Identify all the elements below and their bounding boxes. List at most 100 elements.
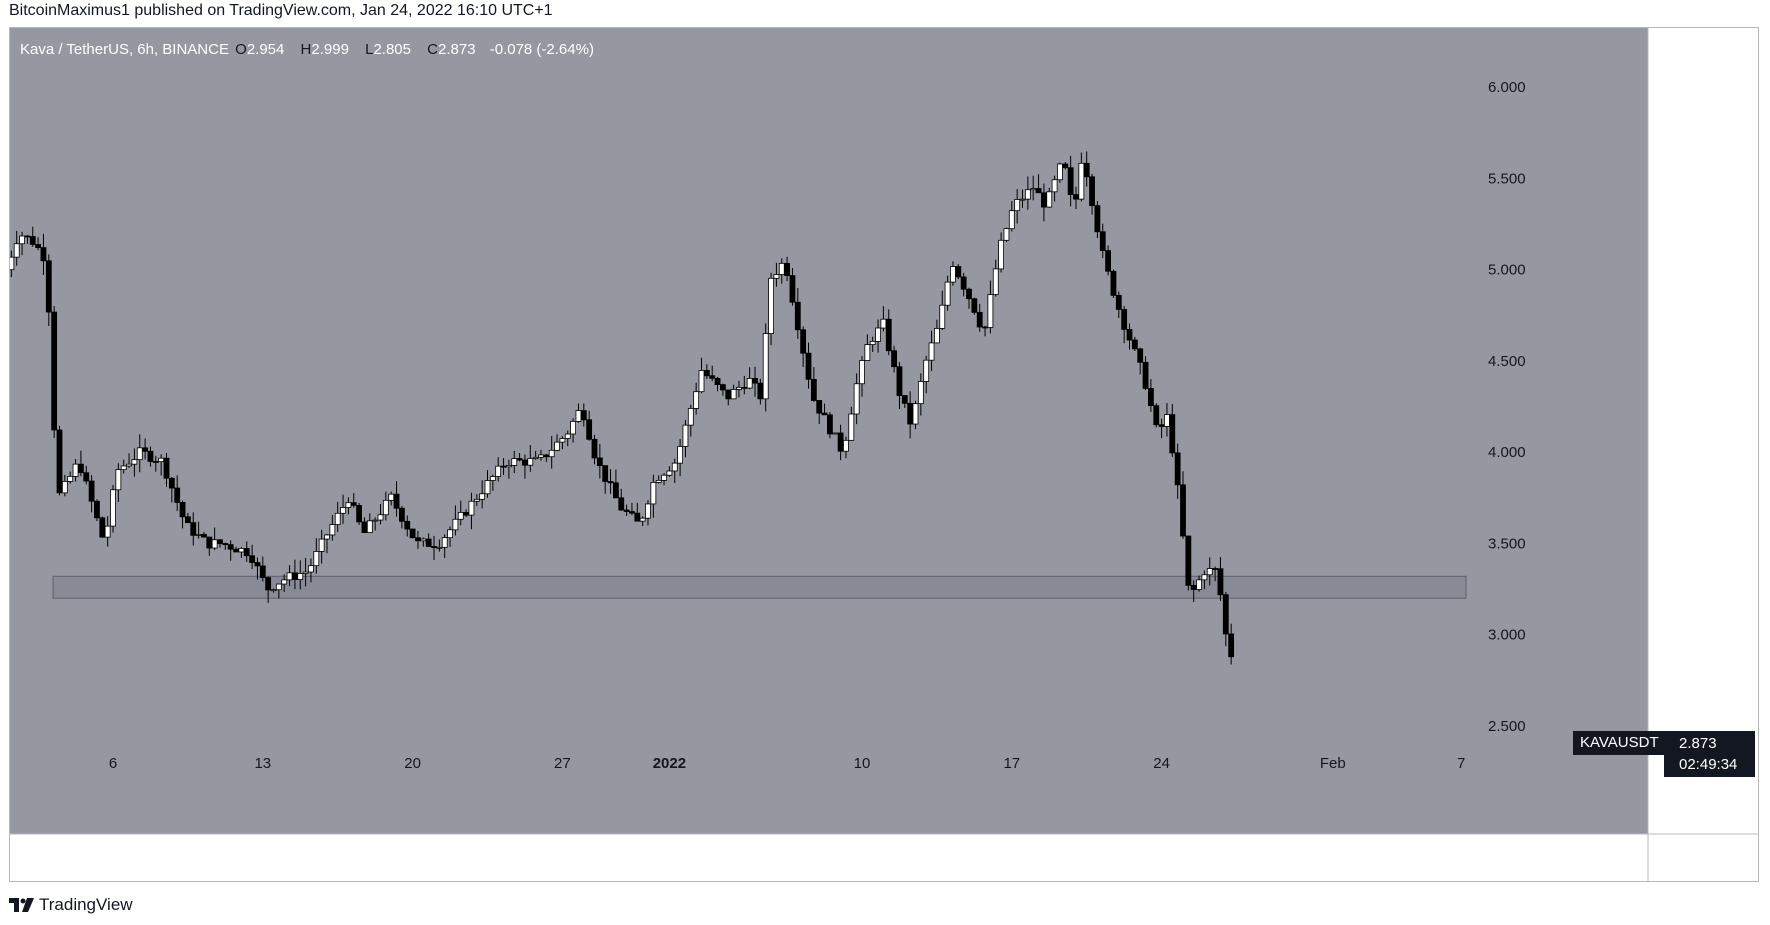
candle-up (687, 408, 694, 426)
candle-up (998, 239, 1004, 270)
candle-up (1206, 568, 1213, 576)
candle-down (580, 410, 587, 421)
candle-up (238, 547, 245, 553)
candle-up (126, 463, 132, 467)
candle-up (736, 386, 742, 390)
legend-symbol: Kava / TetherUS, 6h, BINANCE (20, 41, 229, 58)
candle-down (1212, 568, 1218, 570)
candle-up (832, 432, 839, 435)
candle-down (99, 517, 106, 538)
support-zone[interactable] (52, 575, 1467, 599)
x-tick-label: 7 (1457, 755, 1465, 772)
candle-down (40, 247, 47, 262)
candle-down (810, 378, 817, 401)
candle-up (436, 546, 443, 549)
candle-up (270, 589, 277, 592)
candle-up (661, 474, 667, 481)
candle-up (1078, 162, 1085, 200)
candle-up (538, 454, 544, 458)
candle-down (1185, 535, 1192, 586)
candle-down (709, 375, 716, 379)
candle-down (789, 275, 796, 303)
bar-countdown: 02:49:34 (1679, 756, 1738, 773)
candle-down (254, 562, 261, 567)
legend-open-label: O (235, 41, 247, 58)
candle-up (859, 360, 865, 385)
candle-up (880, 318, 887, 329)
candle-down (720, 384, 726, 391)
candle-down (1137, 348, 1144, 363)
candle-up (1008, 210, 1015, 230)
candle-down (634, 512, 641, 522)
candle-down (425, 538, 432, 547)
candle-up (1051, 179, 1058, 193)
symbol-label: KAVAUSDT (1573, 731, 1666, 755)
candle-up (655, 479, 662, 483)
candle-up (950, 266, 956, 283)
candle-up (302, 571, 309, 574)
tradingview-logo[interactable]: TradingView (9, 895, 133, 915)
candlestick-chart[interactable]: 2.500 3.000 3.500 4.000 4.500 5.000 5.500 6.000… (10, 28, 1758, 881)
candle-up (682, 424, 689, 447)
candle-down (1153, 405, 1160, 426)
candle-down (249, 555, 256, 563)
candle-down (602, 465, 609, 482)
candle-up (869, 341, 876, 345)
candle-down (1169, 414, 1176, 454)
candle-down (800, 329, 807, 354)
candle-down (1142, 361, 1149, 389)
candle-down (243, 547, 250, 557)
x-tick-label: 27 (554, 755, 571, 772)
candle-down (1121, 309, 1128, 330)
candle-up (468, 500, 475, 516)
candle-down (431, 546, 437, 548)
candle-up (666, 470, 673, 476)
y-tick-label: 5.500 (1488, 170, 1526, 187)
legend-open-value: 2.954 (246, 41, 285, 58)
x-tick-label: Feb (1320, 755, 1346, 772)
candle-up (768, 277, 774, 334)
candle-down (752, 378, 758, 384)
candle-up (1019, 198, 1026, 201)
candle-down (398, 507, 405, 522)
candle-up (650, 482, 657, 505)
candle-down (784, 262, 790, 276)
y-tick-label: 4.000 (1488, 444, 1526, 461)
currency-unit-button[interactable]: USDT (1688, 37, 1739, 57)
candle-down (516, 458, 523, 461)
candle-down (163, 457, 170, 479)
candle-up (382, 499, 389, 516)
candle-up (131, 459, 138, 465)
candle-up (693, 391, 700, 409)
candle-down (1131, 339, 1138, 350)
candle-up (864, 344, 871, 361)
candle-down (896, 366, 903, 396)
x-tick-label: 13 (254, 755, 271, 772)
candle-up (698, 370, 705, 393)
candle-up (575, 410, 582, 422)
candle-up (441, 537, 448, 548)
candle-down (827, 414, 833, 435)
candle-down (1222, 594, 1229, 635)
last-price-label: 2.873 02:49:34 (1664, 731, 1755, 777)
candle-down (259, 565, 266, 578)
candle-up (136, 447, 143, 461)
candle-up (570, 420, 576, 435)
candle-up (13, 243, 20, 258)
candle-up (275, 583, 282, 591)
candle-up (730, 389, 737, 400)
candle-up (1196, 579, 1202, 590)
candle-down (1217, 568, 1224, 596)
candle-down (613, 482, 619, 499)
candle-down (1228, 633, 1235, 658)
candle-down (725, 389, 732, 400)
candle-down (222, 543, 229, 546)
y-tick-label: 2.500 (1488, 718, 1526, 735)
candle-down (623, 509, 630, 512)
candle-down (591, 438, 598, 459)
candle-up (912, 403, 919, 425)
candle-up (72, 463, 79, 477)
legend-close-label: C (427, 41, 439, 58)
candle-up (843, 439, 849, 452)
candle-up (345, 502, 352, 508)
